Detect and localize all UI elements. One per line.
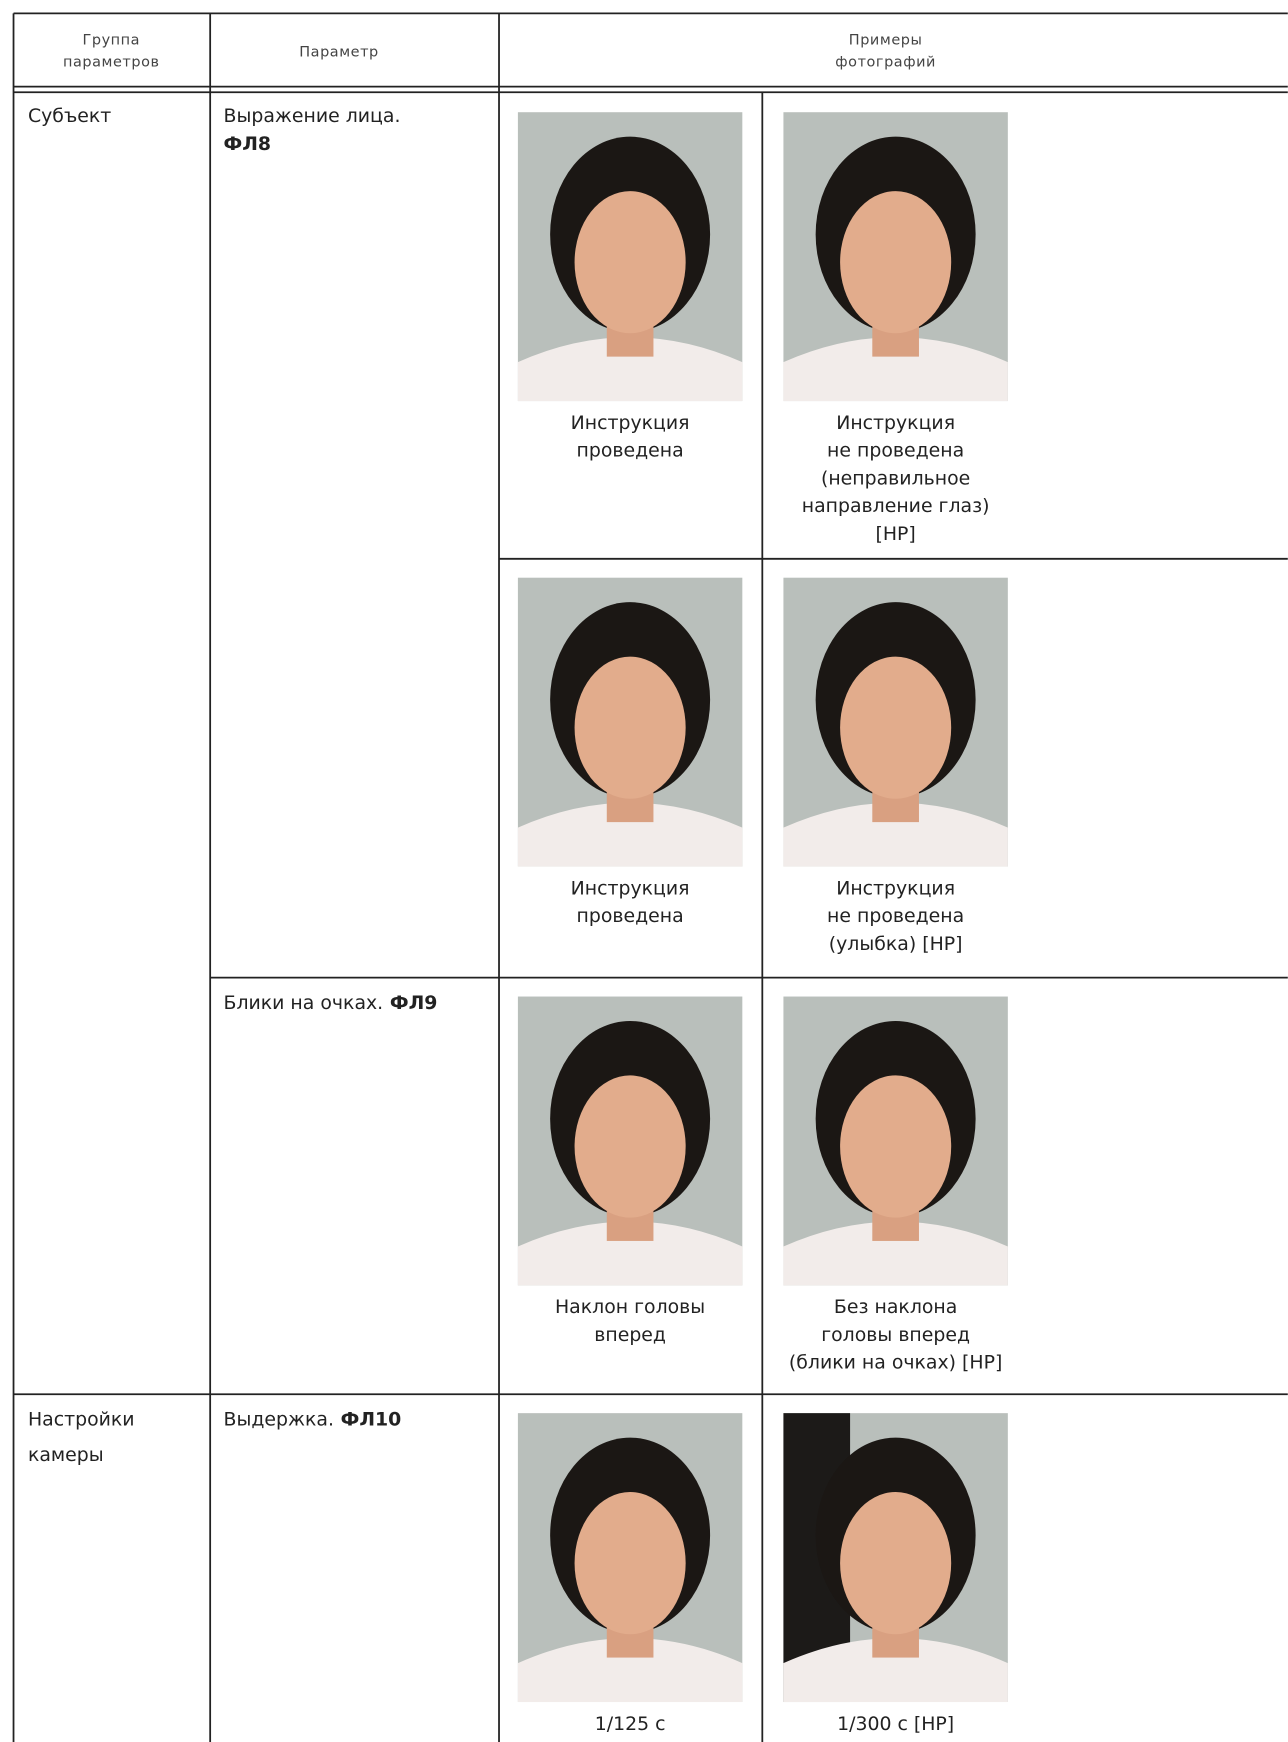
photo-face	[840, 656, 952, 799]
caption: [НР]	[875, 523, 915, 545]
caption: головы вперед	[821, 1324, 970, 1346]
header-examples: фотографий	[835, 55, 936, 71]
caption: Без наклона	[834, 1296, 957, 1318]
caption: 1/300 с [НР]	[837, 1713, 954, 1735]
photo	[517, 577, 743, 867]
caption: Инструкция	[836, 412, 955, 434]
photo-face	[840, 1492, 952, 1635]
photo	[783, 112, 1008, 402]
photo-shirt	[517, 1638, 743, 1703]
photo-shirt	[783, 802, 1008, 867]
parameter-code: ФЛ8	[223, 133, 271, 155]
group-name: камеры	[28, 1444, 104, 1466]
caption: Инструкция	[571, 412, 690, 434]
photo-shirt	[783, 337, 1008, 402]
photo-shirt	[783, 1221, 1008, 1286]
parameter-label: Выдержка.	[223, 1408, 333, 1430]
header-examples: Примеры	[849, 32, 923, 48]
caption: вперед	[594, 1324, 666, 1346]
caption: (неправильное	[821, 467, 970, 489]
photo-face	[574, 1075, 686, 1218]
caption: Наклон головы	[555, 1296, 705, 1318]
header-group: Группа	[83, 32, 141, 48]
photo	[783, 577, 1008, 867]
caption: не проведена	[827, 905, 964, 927]
parameter-label: Блики на очках.	[223, 992, 383, 1014]
caption: не проведена	[827, 440, 964, 462]
photo-face	[840, 191, 952, 334]
caption: (улыбка) [НР]	[829, 933, 963, 955]
parameter: Выдержка. ФЛ10	[223, 1408, 401, 1430]
parameter: Блики на очках. ФЛ9	[223, 992, 437, 1014]
photo-shirt	[517, 337, 743, 402]
photo-face	[840, 1075, 952, 1218]
photo	[783, 996, 1008, 1286]
photo-face	[574, 656, 686, 799]
photo-shirt	[517, 1221, 743, 1286]
caption: Инструкция	[571, 877, 690, 899]
group-name: Настройки	[28, 1408, 135, 1430]
photo-shirt	[783, 1638, 1008, 1703]
group-name: Субъект	[28, 105, 111, 127]
photo	[517, 1413, 743, 1703]
photo	[783, 1413, 1008, 1703]
parameter-label: Выражение лица.	[223, 105, 400, 127]
photo-face	[574, 191, 686, 334]
caption: направление глаз)	[802, 495, 990, 517]
photo	[517, 996, 743, 1286]
header-parameter: Параметр	[299, 45, 379, 61]
photo-shirt	[517, 802, 743, 867]
caption: проведена	[577, 905, 684, 927]
caption: проведена	[577, 440, 684, 462]
parameter: Выражение лица. ФЛ8	[223, 105, 400, 155]
caption: 1/125 с	[595, 1713, 666, 1735]
photo	[517, 112, 743, 402]
caption: (блики на очках) [НР]	[789, 1352, 1002, 1374]
caption: Инструкция	[836, 877, 955, 899]
header-group: параметров	[63, 55, 160, 71]
parameter-code: ФЛ9	[390, 992, 438, 1014]
parameter-code: ФЛ10	[341, 1408, 402, 1430]
photo-face	[574, 1492, 686, 1635]
